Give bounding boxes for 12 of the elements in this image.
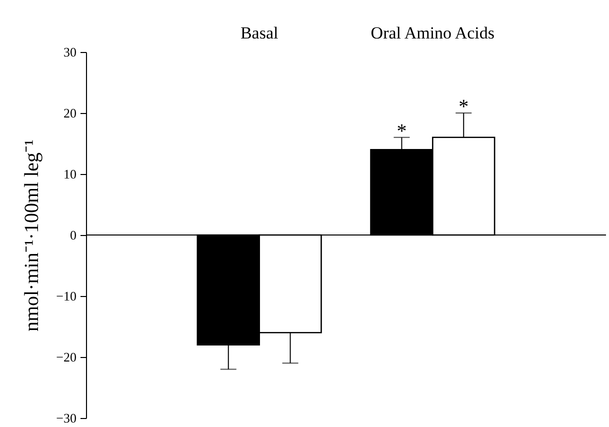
annotation: * — [458, 96, 469, 118]
annotation: * — [396, 120, 407, 142]
y-tick-label: 10 — [64, 166, 76, 182]
y-tick-label: 30 — [64, 44, 76, 60]
y-tick-label: −30 — [56, 410, 76, 426]
y-tick-label: −10 — [56, 288, 76, 304]
x-tick-label: Oral Amino Acids — [370, 24, 495, 42]
y-tick-label: 0 — [70, 228, 76, 242]
x-tick-label: Basal — [240, 24, 278, 42]
y-tick-label: −20 — [56, 350, 76, 364]
y-tick-label: 20 — [64, 106, 76, 120]
y-axis-title: nmol·min⁻¹·100ml leg⁻¹ — [21, 139, 44, 332]
